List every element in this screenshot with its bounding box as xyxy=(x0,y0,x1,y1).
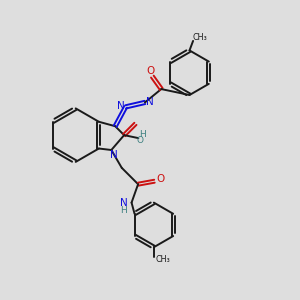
Text: N: N xyxy=(117,101,124,111)
Text: H: H xyxy=(120,206,127,214)
Text: N: N xyxy=(110,150,117,160)
Text: CH₃: CH₃ xyxy=(193,33,207,42)
Text: O: O xyxy=(156,174,164,184)
Text: N: N xyxy=(120,198,128,208)
Text: N: N xyxy=(146,97,154,107)
Text: CH₃: CH₃ xyxy=(156,255,171,264)
Text: O: O xyxy=(146,66,154,76)
Text: O: O xyxy=(137,136,144,145)
Text: H: H xyxy=(139,130,146,139)
